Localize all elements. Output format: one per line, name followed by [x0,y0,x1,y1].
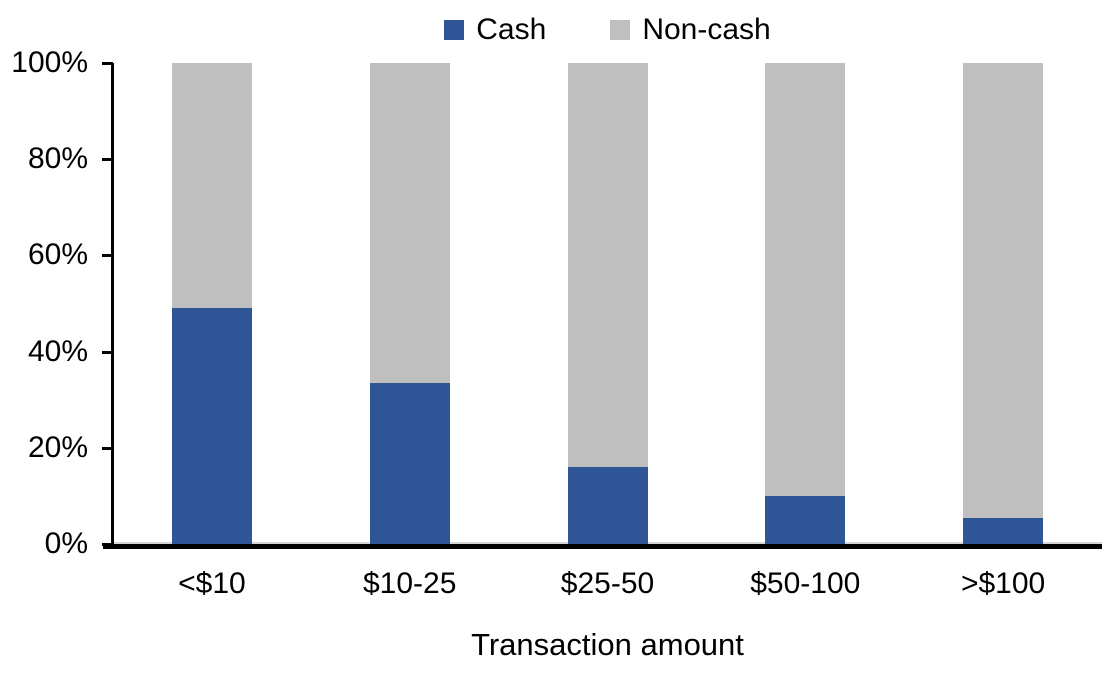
bar-segment-cash [369,382,450,544]
y-axis-tick-label: 100% [11,46,88,79]
legend-swatch-icon [610,20,631,40]
y-axis-tick-label: 80% [27,142,88,176]
y-axis-tick [102,62,113,65]
y-axis-line [111,63,114,547]
bar-segment-non-cash [765,63,846,496]
x-axis-category-label: $50-100 [750,567,861,600]
y-axis-tick [102,158,113,162]
x-axis-title: Transaction amount [471,627,744,662]
bar-segment-cash [567,467,648,544]
y-axis-tick [102,254,113,258]
legend-label: Non-cash [642,13,771,46]
plot-area [113,63,1102,544]
y-axis-tick-label: 20% [27,430,88,464]
bar-stack--25-50 [567,63,648,544]
legend-label: Cash [476,13,547,46]
bar-stack--50-100 [765,63,846,544]
x-axis-category-label: <$10 [178,567,246,600]
y-axis-tick [102,350,113,354]
y-axis-tick-label: 40% [27,334,88,368]
bar-segment-non-cash [963,63,1044,518]
chart-legend: Cash Non-cash [113,10,1102,50]
bar-segment-cash [963,517,1044,544]
legend-swatch-icon [444,20,465,40]
bar-segment-non-cash [369,63,450,383]
legend-item-cash: Cash [444,12,546,48]
x-axis-line [103,544,1102,549]
bar-stack--100 [963,63,1044,544]
x-axis-category-label: >$100 [960,567,1046,600]
bar-segment-non-cash [171,63,252,309]
bar-segment-cash [171,308,252,544]
x-axis-category-label: $25-50 [560,567,655,600]
x-axis-category-label: $10-25 [362,567,457,600]
bar-stack--10-25 [369,63,450,544]
bar-stack--10 [171,63,252,544]
bar-segment-cash [765,495,846,544]
y-axis-tick-label: 0% [44,527,88,560]
bar-segment-non-cash [567,63,648,467]
y-axis-tick [102,446,113,450]
y-axis-tick-label: 60% [27,238,88,272]
legend-item-non-cash: Non-cash [610,12,771,48]
